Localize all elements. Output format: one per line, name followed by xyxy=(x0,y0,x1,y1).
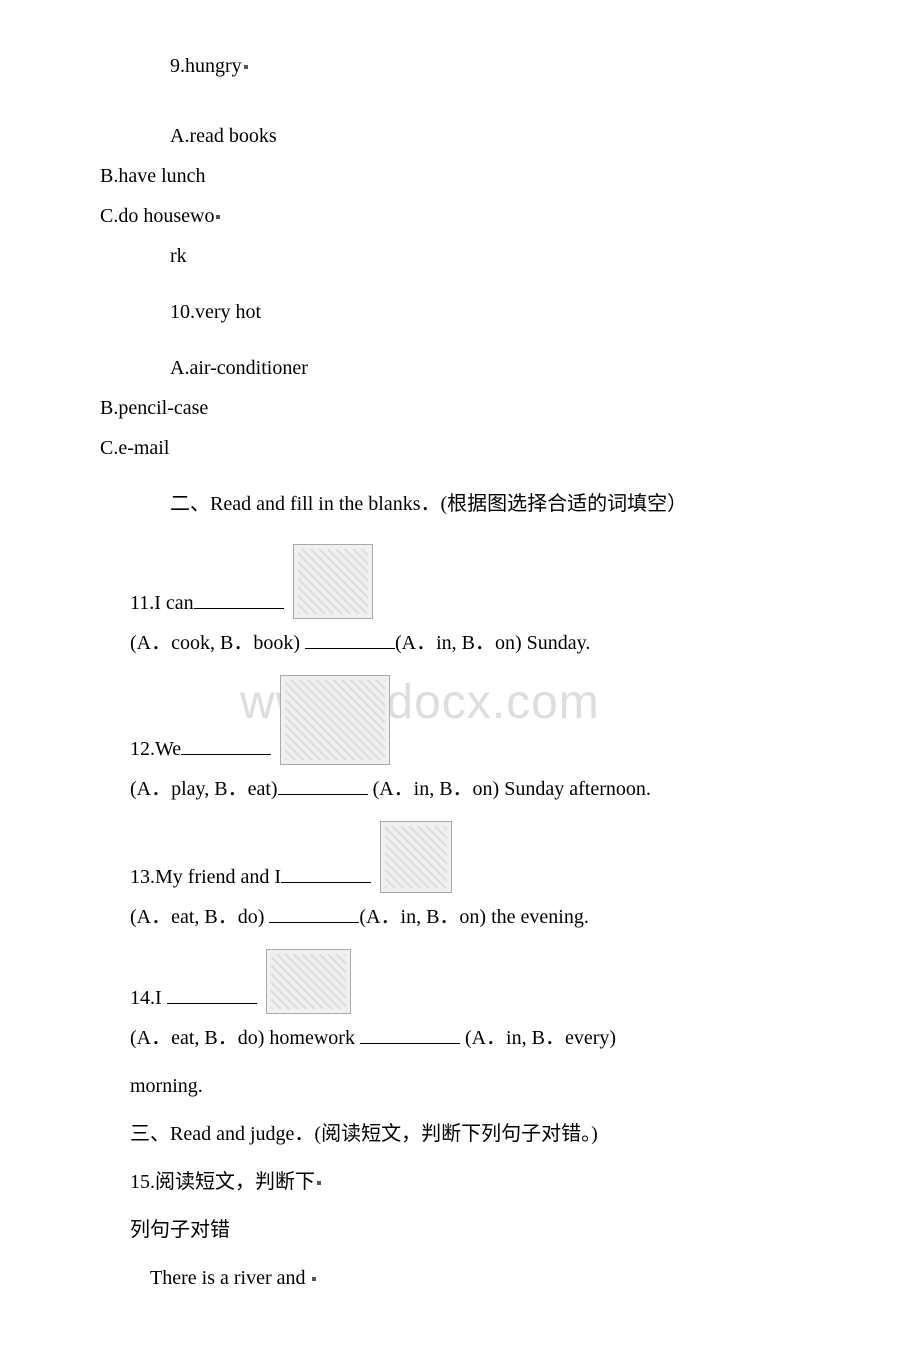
q14-prefix: 14.I xyxy=(130,987,167,1009)
q14-part-b: (A．in, B．every) xyxy=(460,1027,616,1049)
q13-part-a: (A．eat, B．do) xyxy=(130,906,269,928)
q9-option-c: C.do housewo xyxy=(100,200,880,232)
q15-text: 15.阅读短文，判断下 xyxy=(130,1171,315,1193)
q10-option-c: C.e-mail xyxy=(100,432,880,464)
blank-field xyxy=(181,735,271,755)
question-9-label: 9.hungry xyxy=(170,50,880,82)
q10-option-a: A.air-conditioner xyxy=(170,352,880,384)
question-11-line2: (A．cook, B．book) (A．in, B．on) Sunday. xyxy=(130,627,880,659)
dot-icon xyxy=(317,1181,321,1185)
q9-option-c-text: C.do housewo xyxy=(100,205,214,227)
question-13-line1: 13.My friend and I xyxy=(130,821,880,893)
illustration-image xyxy=(293,544,373,619)
question-14-line1: 14.I xyxy=(130,949,880,1014)
illustration-image xyxy=(266,949,351,1014)
question-12-line1: 12.We xyxy=(130,675,880,765)
question-14-cont: morning. xyxy=(130,1070,880,1102)
q13-prefix: 13.My friend and I xyxy=(130,866,281,888)
q9-option-a: A.read books xyxy=(170,120,880,152)
q15-passage-text: There is a river and xyxy=(150,1267,305,1289)
dot-icon xyxy=(216,215,220,219)
blank-field xyxy=(281,863,371,883)
blank-field xyxy=(278,775,368,795)
blank-field xyxy=(305,629,395,649)
blank-field xyxy=(194,589,284,609)
illustration-image xyxy=(380,821,452,893)
q9-text: 9.hungry xyxy=(170,55,242,77)
section-2-title: 二、Read and fill in the blanks．(根据图选择合适的词… xyxy=(170,488,880,520)
question-15-cont: 列句子对错 xyxy=(130,1214,880,1246)
q10-option-b: B.pencil-case xyxy=(100,392,880,424)
dot-icon xyxy=(244,65,248,69)
q11-part-a: (A．cook, B．book) xyxy=(130,632,305,654)
question-13-line2: (A．eat, B．do) (A．in, B．on) the evening. xyxy=(130,901,880,933)
section-3-title: 三、Read and judge．(阅读短文，判断下列句子对错。) xyxy=(130,1118,880,1150)
blank-field xyxy=(360,1024,460,1044)
q9-option-c-cont: rk xyxy=(170,240,880,272)
blank-field xyxy=(269,903,359,923)
q12-part-a: (A．play, B．eat) xyxy=(130,778,278,800)
question-15-passage: There is a river and xyxy=(150,1262,880,1294)
q14-part-a: (A．eat, B．do) homework xyxy=(130,1027,360,1049)
q12-prefix: 12.We xyxy=(130,738,181,760)
illustration-image xyxy=(280,675,390,765)
blank-field xyxy=(167,984,257,1004)
q9-option-b: B.have lunch xyxy=(100,160,880,192)
q12-part-b: (A．in, B．on) Sunday afternoon. xyxy=(368,778,651,800)
document-content: 9.hungry A.read books B.have lunch C.do … xyxy=(100,50,880,1294)
q11-part-b: (A．in, B．on) Sunday. xyxy=(395,632,590,654)
question-12-line2: (A．play, B．eat) (A．in, B．on) Sunday afte… xyxy=(130,773,880,805)
question-11-line1: 11.I can xyxy=(130,544,880,619)
q13-part-b: (A．in, B．on) the evening. xyxy=(359,906,588,928)
dot-icon xyxy=(312,1277,316,1281)
q11-prefix: 11.I can xyxy=(130,592,194,614)
question-10-label: 10.very hot xyxy=(170,296,880,328)
question-15-label: 15.阅读短文，判断下 xyxy=(130,1166,880,1198)
question-14-line2: (A．eat, B．do) homework (A．in, B．every) xyxy=(130,1022,880,1054)
